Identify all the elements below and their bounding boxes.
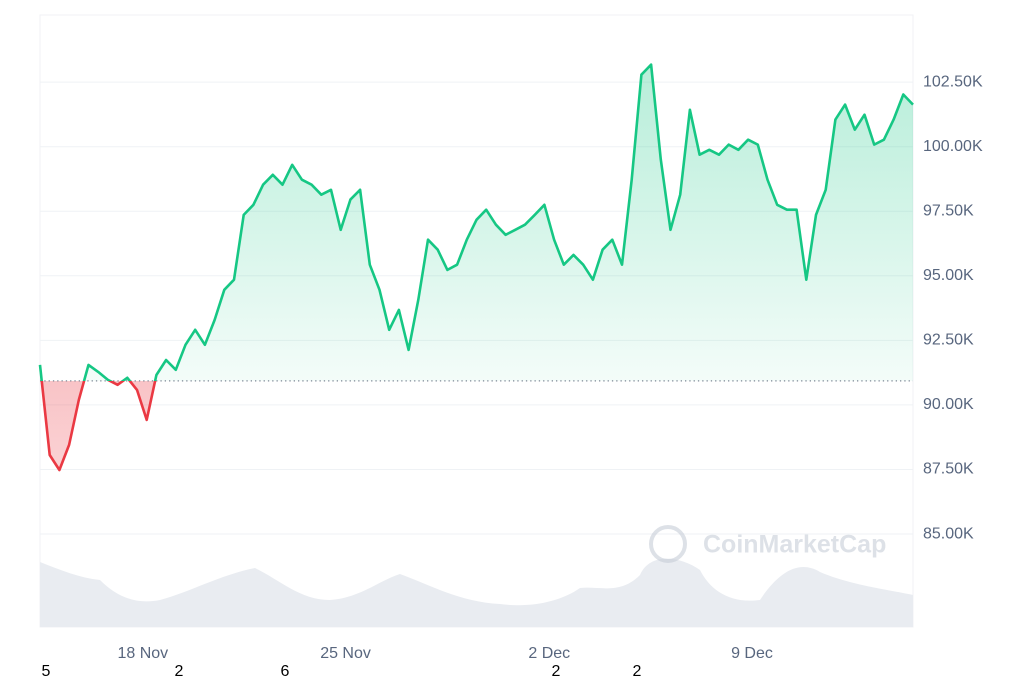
watermark-logo bbox=[649, 525, 687, 563]
area bbox=[40, 64, 913, 470]
stray-label: 5 bbox=[42, 663, 51, 680]
stray-label: 6 bbox=[281, 663, 290, 680]
y-tick-label: 100.00K bbox=[923, 138, 983, 155]
volume-area bbox=[40, 558, 913, 627]
x-tick-label: 2 Dec bbox=[528, 645, 570, 662]
y-tick-label: 97.50K bbox=[923, 202, 974, 219]
y-tick-label: 92.50K bbox=[923, 332, 974, 349]
y-tick-label: 85.00K bbox=[923, 525, 974, 542]
y-tick-label: 102.50K bbox=[923, 73, 983, 90]
stray-label: 2 bbox=[552, 663, 561, 680]
stray-label: 2 bbox=[633, 663, 642, 680]
watermark-text: CoinMarketCap bbox=[703, 531, 886, 559]
x-tick-label: 9 Dec bbox=[731, 645, 773, 662]
watermark: CoinMarketCap bbox=[649, 525, 886, 563]
x-tick-label: 18 Nov bbox=[117, 645, 168, 662]
y-tick-label: 90.00K bbox=[923, 396, 974, 413]
x-tick-label: 25 Nov bbox=[320, 645, 371, 662]
y-tick-label: 87.50K bbox=[923, 461, 974, 478]
stray-label: 2 bbox=[175, 663, 184, 680]
y-tick-label: 95.00K bbox=[923, 267, 974, 284]
price-line bbox=[38, 63, 914, 472]
